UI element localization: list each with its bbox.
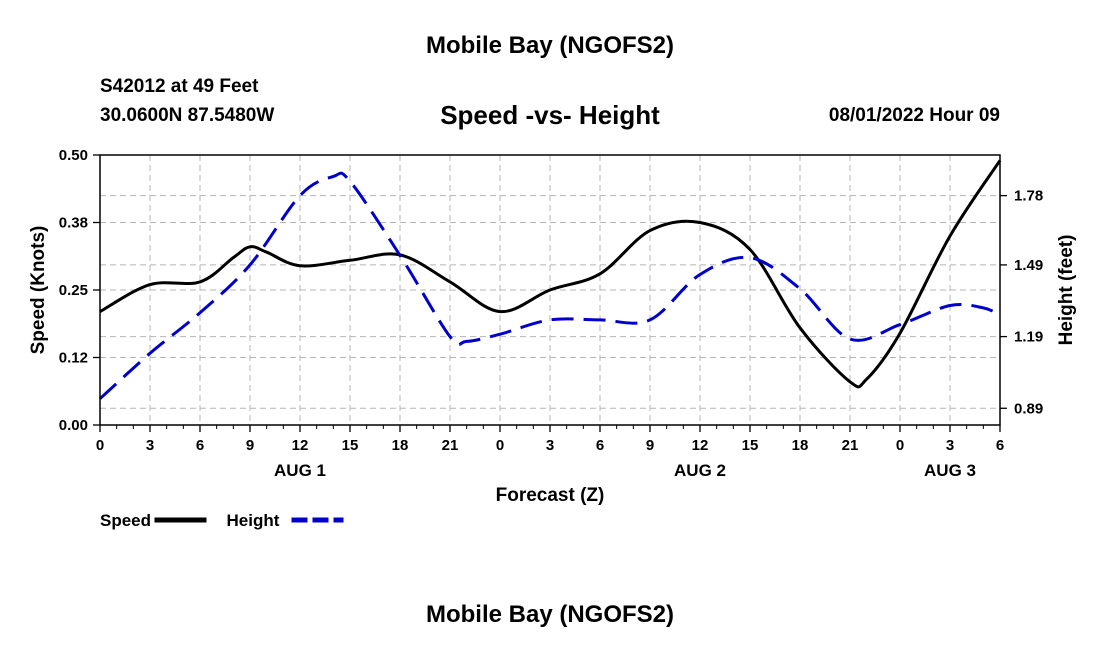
x-tick-label: 12 xyxy=(692,437,709,454)
x-tick-label: 3 xyxy=(146,437,154,454)
x-tick-label: 3 xyxy=(946,437,954,454)
x-axis-title: Forecast (Z) xyxy=(496,485,605,506)
x-tick-label: 0 xyxy=(896,437,904,454)
axes: 0 3 6 9 12 15 18 21 0 3 6 9 12 15 18 21 0 3 6 0.00 0.12 0.25 0… xyxy=(28,147,1077,506)
series-line-height xyxy=(98,171,1001,400)
y-tick-label: 0.50 xyxy=(59,147,88,164)
x-tick-label: 0 xyxy=(96,437,104,454)
y-tick-label: 0.00 xyxy=(59,417,88,434)
x-tick-label: 18 xyxy=(792,437,809,454)
x-tick-label: 21 xyxy=(442,437,459,454)
series-lines xyxy=(98,159,1002,400)
x-tick-label: 6 xyxy=(596,437,604,454)
x-tick-label: 12 xyxy=(292,437,309,454)
station-label: S42012 at 49 Feet xyxy=(100,76,259,97)
day-label: AUG 1 xyxy=(274,461,326,480)
x-tick-label: 9 xyxy=(646,437,654,454)
legend-label-speed: Speed xyxy=(100,511,151,530)
y-tick-label: 0.12 xyxy=(59,350,88,367)
forecast-datetime: 08/01/2022 Hour 09 xyxy=(828,105,1000,126)
footer-title: Mobile Bay (NGOFS2) xyxy=(425,601,675,628)
x-tick-label: 6 xyxy=(996,437,1004,454)
y-axis-title: Speed (Knots) xyxy=(28,226,49,355)
legend: Speed Height xyxy=(100,511,344,530)
y2-tick-label: 0.89 xyxy=(1014,400,1043,417)
x-tick-label: 9 xyxy=(246,437,254,454)
y2-tick-label: 1.19 xyxy=(1014,329,1043,346)
y2-tick-label: 1.49 xyxy=(1014,257,1043,274)
chart-subtitle: Speed -vs- Height xyxy=(440,100,660,130)
grid xyxy=(100,154,1000,425)
x-tick-label: 21 xyxy=(842,437,859,454)
y2-tick-label: 1.78 xyxy=(1014,188,1043,205)
x-tick-label: 3 xyxy=(546,437,554,454)
legend-label-height: Height xyxy=(227,511,280,530)
x-tick-label: 6 xyxy=(196,437,204,454)
x-tick-label: 18 xyxy=(392,437,409,454)
x-tick-label: 0 xyxy=(496,437,504,454)
day-label: AUG 2 xyxy=(674,461,726,480)
x-tick-label: 15 xyxy=(742,437,759,454)
x-tick-label: 15 xyxy=(342,437,359,454)
day-label: AUG 3 xyxy=(924,461,976,480)
series-line-speed xyxy=(99,159,1002,389)
y-tick-label: 0.25 xyxy=(59,282,88,299)
station-coordinates: 30.0600N 87.5480W xyxy=(100,105,275,126)
y-tick-label: 0.38 xyxy=(59,215,88,232)
chart-title: Mobile Bay (NGOFS2) xyxy=(425,32,675,59)
y2-axis-title: Height (feet) xyxy=(1056,235,1077,346)
